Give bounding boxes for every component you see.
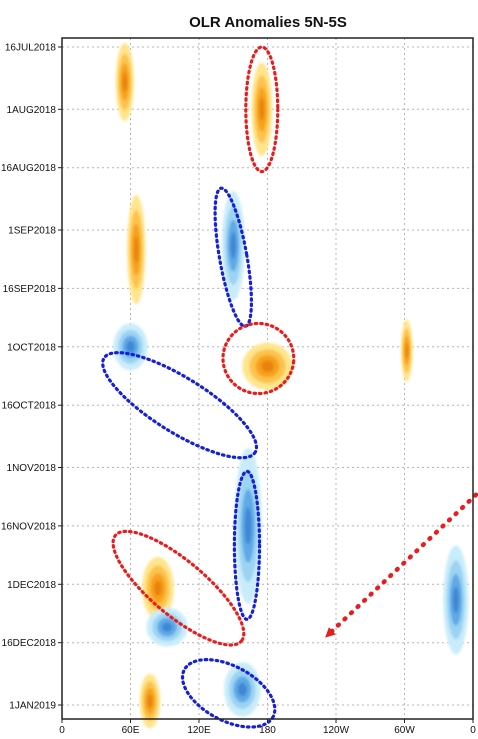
anomaly-level (122, 72, 127, 92)
anomaly-level (452, 586, 459, 613)
y-tick-label: 16OCT2018 (2, 401, 57, 412)
anomaly-patch-positive (115, 43, 134, 121)
y-tick-label: 1OCT2018 (7, 342, 56, 353)
anomaly-level (261, 360, 274, 372)
y-tick-label: 1JAN2019 (9, 701, 56, 712)
chart-title: OLR Anomalies 5N-5S (189, 14, 347, 31)
anomaly-patch-negative (113, 323, 148, 371)
y-tick-label: 16JUL2018 (5, 43, 57, 54)
anomaly-level (147, 694, 153, 708)
x-tick-label: 120W (323, 725, 350, 734)
anomaly-level (230, 232, 236, 259)
x-tick-label: 60E (122, 725, 140, 734)
annotation-ellipse-red (111, 529, 246, 647)
y-tick-label: 1AUG2018 (7, 105, 57, 116)
y-tick-label: 16SEP2018 (3, 284, 57, 295)
x-tick-label: 120E (187, 725, 211, 734)
annotation-ellipses (101, 45, 296, 729)
anomaly-level (405, 343, 409, 359)
anomaly-patch-positive (251, 62, 273, 157)
x-tick-label: 60W (394, 725, 415, 734)
anomaly-patch-negative (443, 545, 469, 655)
anomaly-patch-positive (401, 319, 413, 382)
y-tick-label: 1DEC2018 (7, 580, 56, 591)
anomaly-patches (113, 43, 469, 729)
anomaly-level (244, 507, 252, 545)
anomaly-level (154, 580, 162, 596)
y-axis-ticks: 16JUL2018 1AUG2018 16AUG2018 1SEP2018 16SEP2… (1, 43, 62, 712)
anomaly-level (134, 236, 139, 263)
y-tick-label: 16NOV2018 (1, 521, 56, 532)
annotation-ellipse-blue (180, 658, 277, 729)
y-tick-label: 1SEP2018 (8, 225, 56, 236)
y-tick-label: 16DEC2018 (2, 638, 57, 649)
anomaly-patch-positive (127, 194, 146, 304)
anomaly-patch-positive (141, 557, 174, 620)
anomaly-patch-positive (139, 673, 161, 729)
anomaly-level (259, 98, 265, 121)
annotation-ellipse-blue (101, 351, 259, 460)
anomaly-patch-negative (221, 191, 245, 301)
x-tick-label: 0 (470, 725, 476, 734)
y-tick-label: 1NOV2018 (7, 463, 57, 474)
anomaly-level (162, 622, 172, 632)
x-tick-label: 0 (59, 725, 65, 734)
x-tick-label: 180 (259, 725, 276, 734)
annotation-ellipse-red (244, 45, 280, 174)
x-axis-ticks: 0 60E 120E 180 120W 60W 0 (59, 719, 476, 736)
annotation-ellipse-blue (232, 469, 262, 621)
anomaly-level (126, 341, 135, 353)
anomaly-patch-positive (242, 342, 293, 390)
annotation-ellipse-red (221, 321, 296, 396)
anomaly-level (237, 682, 247, 696)
y-tick-label: 16AUG2018 (1, 163, 56, 174)
arrow-line (325, 492, 478, 638)
propagation-arrow (325, 492, 478, 638)
anomaly-patch-negative (146, 607, 188, 647)
